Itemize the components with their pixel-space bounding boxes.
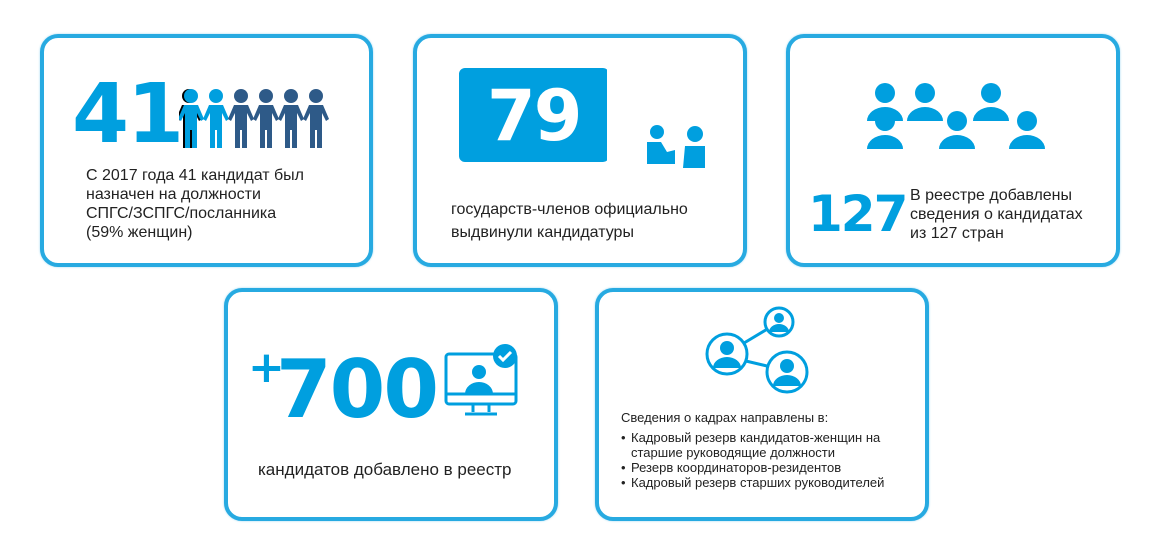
text-line: назначен на должности	[86, 186, 261, 203]
speech-bubble-shape	[459, 68, 607, 162]
text-line: С 2017 года 41 кандидат был	[86, 167, 305, 184]
info-heading: Сведения о кадрах направлены в:	[621, 410, 829, 425]
stat-description: государств-членов официально выдвинули к…	[451, 200, 688, 242]
network-users-icon	[705, 306, 809, 394]
stat-prefix: +	[248, 342, 285, 393]
stat-number: 41	[72, 67, 184, 162]
meeting-people-icon	[647, 125, 705, 168]
stat-number: 700	[276, 343, 439, 436]
group-people-icon	[867, 83, 1045, 149]
stat-card-registry: + 700 кандидатов добавлено в реестр	[224, 288, 558, 521]
monitor-user-check-icon	[444, 344, 518, 416]
list-item: Кадровый резерв кандидатов-женщин на ста…	[621, 430, 921, 460]
talent-pool-list: Кадровый резерв кандидатов-женщин на ста…	[621, 430, 921, 490]
stat-card-appointed: 41 С 2017 года 41 кандидат был назначен …	[40, 34, 373, 267]
text-line: (59% женщин)	[86, 224, 193, 241]
text-line: выдвинули кандидатуры	[451, 224, 634, 241]
list-item: Резерв координаторов-резидентов	[621, 460, 921, 475]
stat-card-nominations: 79 государств-членов официально выдвинул…	[413, 34, 747, 267]
text-line: В реестре добавлены	[910, 187, 1073, 204]
info-card-talent-pools: Сведения о кадрах направлены в: Кадровый…	[595, 288, 929, 521]
stat-description: С 2017 года 41 кандидат был назначен на …	[86, 166, 304, 242]
text-line: государств-членов официально	[451, 201, 688, 218]
list-item: Кадровый резерв старших руководителей	[621, 475, 921, 490]
text-line: из 127 стран	[910, 225, 1004, 242]
text-line: СПГС/ЗСПГС/посланника	[86, 205, 277, 222]
stat-number: 79	[487, 75, 582, 157]
stat-description: кандидатов добавлено в реестр	[258, 460, 512, 479]
stat-card-countries: 127 В реестре добавлены сведения о канди…	[786, 34, 1120, 267]
text-line: сведения о кандидатах	[910, 206, 1083, 223]
people-holding-hands-icon	[179, 89, 329, 148]
stat-description: В реестре добавлены сведения о кандидата…	[910, 186, 1083, 243]
stat-number: 127	[808, 185, 908, 243]
